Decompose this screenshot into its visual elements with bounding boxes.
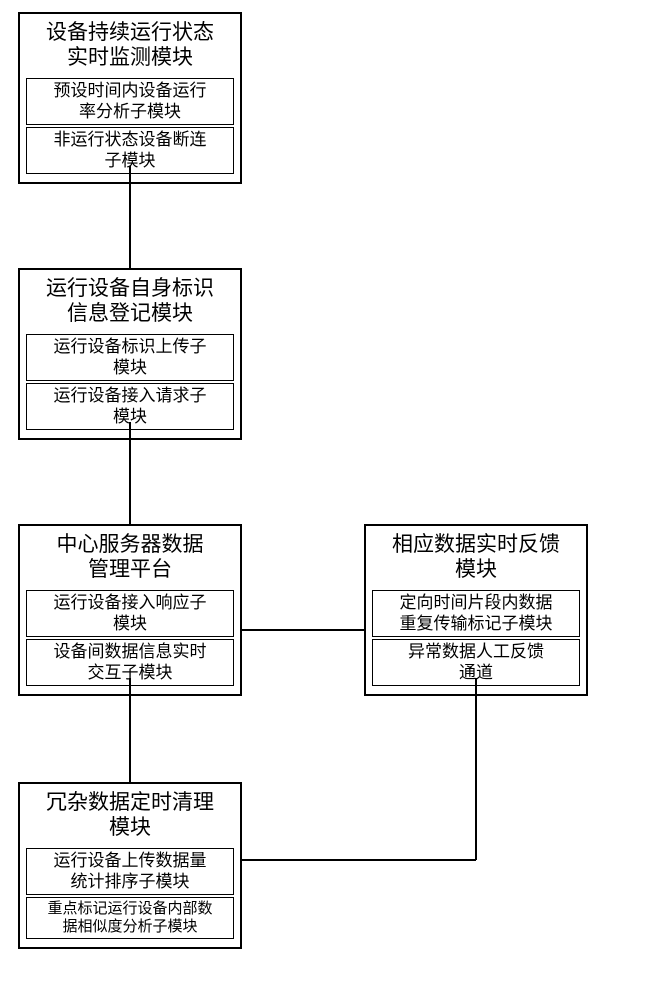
node-data-cleanup: 冗杂数据定时清理 模块 运行设备上传数据量 统计排序子模块 重点标记运行设备内部… (18, 782, 242, 949)
node-title: 中心服务器数据 管理平台 (57, 532, 204, 582)
node-title: 冗杂数据定时清理 模块 (46, 790, 214, 840)
sub-module: 运行设备上传数据量 统计排序子模块 (26, 848, 234, 895)
sub-module: 定向时间片段内数据 重复传输标记子模块 (372, 590, 580, 637)
sub-module: 运行设备接入响应子 模块 (26, 590, 234, 637)
edge-segment (129, 422, 131, 524)
edge-segment (242, 859, 476, 861)
edge-segment (242, 629, 364, 631)
sub-module: 预设时间内设备运行 率分析子模块 (26, 78, 234, 125)
node-title: 相应数据实时反馈 模块 (392, 532, 560, 582)
node-title: 设备持续运行状态 实时监测模块 (46, 20, 214, 70)
node-feedback: 相应数据实时反馈 模块 定向时间片段内数据 重复传输标记子模块 异常数据人工反馈… (364, 524, 588, 696)
node-title: 运行设备自身标识 信息登记模块 (46, 276, 214, 326)
edge-segment (129, 166, 131, 268)
sub-module: 运行设备标识上传子 模块 (26, 334, 234, 381)
edge-segment (475, 678, 477, 860)
sub-module: 重点标记运行设备内部数 据相似度分析子模块 (26, 897, 234, 939)
node-device-registration: 运行设备自身标识 信息登记模块 运行设备标识上传子 模块 运行设备接入请求子 模… (18, 268, 242, 440)
node-device-monitoring: 设备持续运行状态 实时监测模块 预设时间内设备运行 率分析子模块 非运行状态设备… (18, 12, 242, 184)
node-central-server: 中心服务器数据 管理平台 运行设备接入响应子 模块 设备间数据信息实时 交互子模… (18, 524, 242, 696)
edge-segment (129, 678, 131, 782)
